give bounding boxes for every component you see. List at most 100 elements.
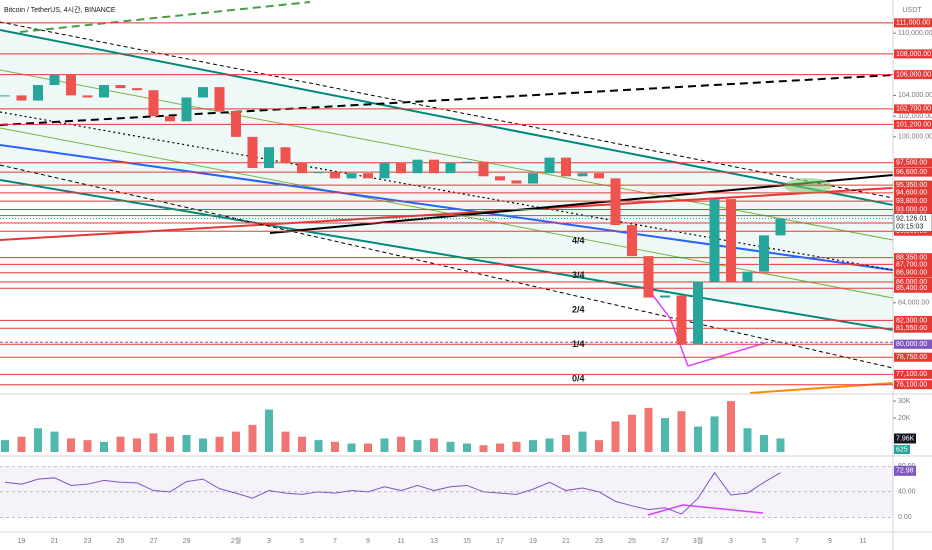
level-label: 96,600.00 [896, 169, 927, 176]
candle [759, 235, 769, 272]
level-label: 88,350.00 [896, 255, 927, 262]
level-box [894, 277, 932, 287]
marked-level-label: 80,000.00 [896, 341, 927, 348]
fib-label: 2/4 [572, 304, 585, 314]
x-tick-label: 23 [84, 538, 92, 545]
candle [247, 136, 258, 168]
x-tick-label: 29 [183, 538, 191, 545]
candle [33, 85, 43, 101]
volume-bar [628, 414, 636, 452]
volume-bar [463, 443, 471, 452]
level-label: 101,200.00 [896, 121, 931, 128]
level-box [894, 49, 932, 59]
x-tick-label: 3 [729, 538, 733, 545]
candle [726, 199, 736, 283]
volume-bar [364, 443, 372, 452]
x-tick-label: 13 [430, 538, 438, 545]
level-label: 108,000.00 [896, 51, 931, 58]
volume-tick-label: 20K [898, 415, 911, 422]
volume-bar [776, 438, 785, 452]
x-tick-label: 7 [795, 538, 799, 545]
candle [561, 157, 571, 177]
volume-bar [677, 411, 686, 452]
candle [445, 162, 456, 174]
x-tick-label: 21 [51, 538, 59, 545]
level-box [894, 104, 932, 114]
y-tick-label: 84,000.00 [898, 300, 929, 307]
x-tick-label: 11 [397, 538, 404, 545]
y-tick-label: 102,000.00 [898, 113, 932, 120]
x-tick-label: 2월 [231, 536, 241, 545]
level-box [894, 283, 932, 293]
candle [214, 87, 225, 111]
candle [495, 176, 505, 181]
level-label: 85,400.00 [896, 285, 927, 292]
currency: USDT [902, 7, 922, 14]
level-box [894, 323, 932, 333]
volume-bar [529, 440, 537, 452]
fib-label: 3/4 [572, 270, 585, 280]
volume-tick-label: 30K [898, 398, 911, 405]
x-tick-label: 19 [18, 538, 26, 545]
candle [181, 97, 192, 122]
candle [544, 157, 555, 174]
candle [429, 159, 439, 174]
volume-bar [17, 436, 26, 452]
candle [660, 295, 670, 298]
volume-bar [265, 409, 273, 452]
level-label: 77,100.00 [896, 371, 927, 378]
volume-bar [199, 438, 207, 452]
volume-bar [710, 416, 719, 452]
level-box [894, 188, 932, 198]
level-box [894, 119, 932, 129]
fib-label: 4/4 [572, 235, 585, 245]
level-label: 93,800.00 [896, 198, 927, 205]
candle [16, 95, 27, 101]
candle [594, 173, 604, 179]
volume-bar [248, 424, 257, 452]
x-tick-label: 25 [117, 538, 125, 545]
level-label: 87,700.00 [896, 261, 927, 268]
x-tick-label: 9 [828, 538, 832, 545]
candle [363, 173, 373, 179]
x-tick-label: 25 [628, 538, 636, 545]
candle [231, 110, 241, 137]
level-label: 111,000.00 [896, 20, 930, 27]
x-tick-label: 3월 [693, 536, 703, 545]
level-label: 78,750.00 [896, 354, 927, 361]
candle [643, 256, 654, 298]
volume-secondary-box [894, 445, 910, 454]
candle [313, 172, 324, 174]
y-tick-label: 110,000.00 [898, 30, 932, 37]
volume-bar [512, 441, 521, 452]
rsi-line [4, 471, 781, 515]
volume-bar [611, 421, 620, 452]
level-label: 102,700.00 [896, 106, 931, 113]
volume-bar [116, 436, 125, 452]
level-box [894, 369, 932, 379]
volume-bar [413, 440, 422, 452]
current-price-box [893, 213, 932, 232]
volume-bar [380, 438, 389, 452]
level-box [894, 18, 932, 28]
fib-label: 0/4 [572, 373, 585, 383]
level-label: 106,000.00 [896, 72, 931, 79]
candle [412, 159, 423, 174]
candle [330, 172, 340, 179]
volume-bar [314, 440, 323, 452]
candle [709, 199, 720, 283]
volume-bar [446, 441, 455, 452]
level-label: 86,000.00 [896, 279, 927, 286]
x-tick-label: 7 [333, 538, 337, 545]
rsi-tick-label: 40.00 [898, 489, 916, 496]
volume-bar [83, 440, 92, 452]
volume-bar [50, 431, 59, 452]
level-label: 93,000.00 [896, 206, 927, 213]
level-box [894, 180, 932, 190]
volume-bar [281, 431, 290, 452]
level-label: 95,350.00 [896, 182, 927, 189]
volume-bar [397, 436, 405, 452]
level-box [894, 167, 932, 177]
countdown: 03:15:03 [896, 223, 923, 230]
